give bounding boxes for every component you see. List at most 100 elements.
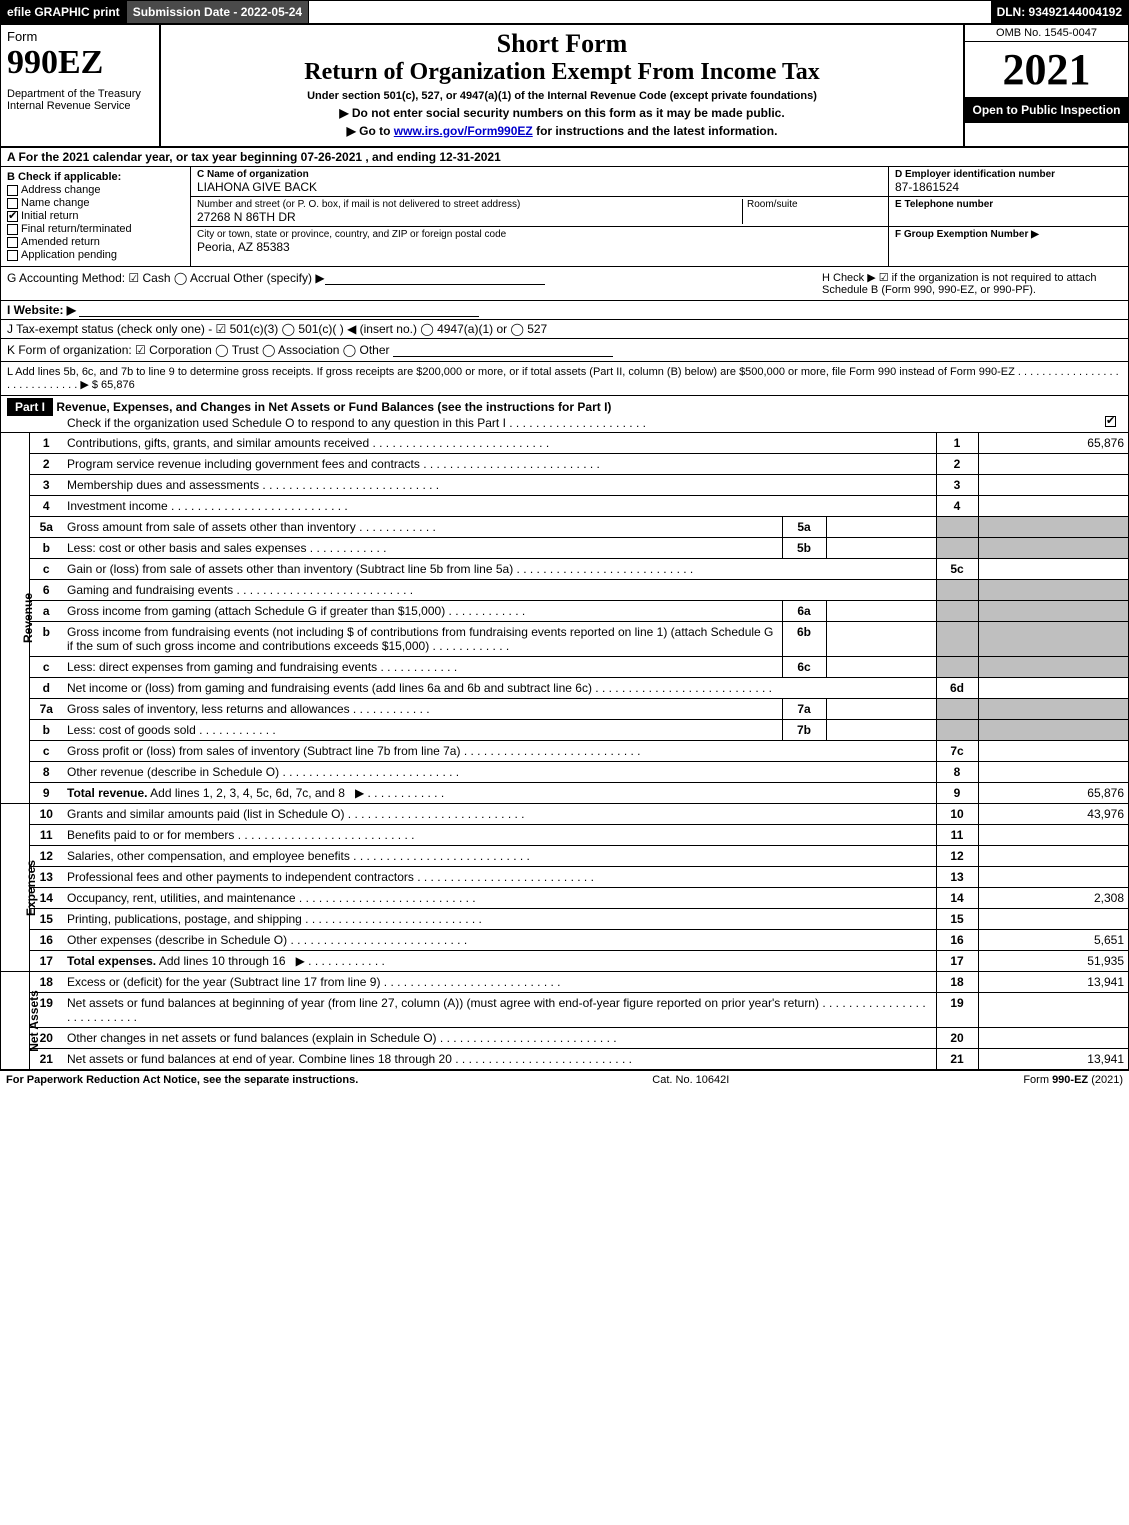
line-ref: 2	[936, 454, 978, 475]
room-label: Room/suite	[742, 199, 882, 224]
line-number: 9	[29, 783, 63, 804]
line-row: bGross income from fundraising events (n…	[1, 622, 1128, 657]
line-row: Expenses10Grants and similar amounts pai…	[1, 804, 1128, 825]
line-ref	[936, 601, 978, 622]
row-g-h: G Accounting Method: ☑ Cash ◯ Accrual Ot…	[1, 267, 1128, 301]
chk-final: Final return/terminated	[7, 223, 184, 235]
line-ref: 5c	[936, 559, 978, 580]
line-ref: 8	[936, 762, 978, 783]
line-desc: Less: cost or other basis and sales expe…	[63, 538, 782, 559]
line-number: d	[29, 678, 63, 699]
b-checkboxes: B Check if applicable: Address change Na…	[1, 167, 191, 266]
line-desc: Total expenses. Add lines 10 through 16 …	[63, 951, 936, 972]
line-row: 17Total expenses. Add lines 10 through 1…	[1, 951, 1128, 972]
revenue-table: Revenue1Contributions, gifts, grants, an…	[1, 433, 1128, 804]
section-b: B Check if applicable: Address change Na…	[1, 167, 1128, 267]
line-amount: 13,941	[978, 972, 1128, 993]
under-section: Under section 501(c), 527, or 4947(a)(1)…	[169, 90, 955, 102]
header-left: Form 990EZ Department of the Treasury In…	[1, 25, 161, 146]
mid-value	[826, 601, 936, 622]
other-specify-line[interactable]	[325, 271, 545, 285]
expenses-table: Expenses 10Grants and similar amounts pai…	[1, 804, 1128, 972]
k-text: K Form of organization: ☑ Corporation ◯ …	[7, 343, 390, 357]
mid-ref: 6a	[782, 601, 826, 622]
b-right: D Employer identification number 87-1861…	[888, 167, 1128, 266]
line-number: 3	[29, 475, 63, 496]
line-number: 4	[29, 496, 63, 517]
line-desc: Other revenue (describe in Schedule O)	[63, 762, 936, 783]
part-i-header: Part I Revenue, Expenses, and Changes in…	[1, 396, 1128, 433]
line-desc: Grants and similar amounts paid (list in…	[63, 804, 936, 825]
line-amount	[978, 867, 1128, 888]
line-desc: Benefits paid to or for members	[63, 825, 936, 846]
line-ref: 19	[936, 993, 978, 1028]
open-inspection: Open to Public Inspection	[965, 97, 1128, 123]
line-desc: Excess or (deficit) for the year (Subtra…	[63, 972, 936, 993]
line-ref: 10	[936, 804, 978, 825]
line-row: cGross profit or (loss) from sales of in…	[1, 741, 1128, 762]
line-row: Net Assets18Excess or (deficit) for the …	[1, 972, 1128, 993]
header-center: Short Form Return of Organization Exempt…	[161, 25, 963, 146]
short-form-title: Short Form	[169, 29, 955, 59]
line-row: 11Benefits paid to or for members11	[1, 825, 1128, 846]
return-title: Return of Organization Exempt From Incom…	[169, 59, 955, 86]
line-ref: 9	[936, 783, 978, 804]
line-amount: 65,876	[978, 783, 1128, 804]
website-line[interactable]	[79, 303, 479, 317]
row-i: I Website: ▶	[1, 301, 1128, 320]
line-row: 2Program service revenue including gover…	[1, 454, 1128, 475]
mid-ref: 7a	[782, 699, 826, 720]
efile-label: efile GRAPHIC print	[1, 1, 127, 23]
line-row: 4Investment income4	[1, 496, 1128, 517]
part-i-check[interactable]	[1105, 416, 1116, 427]
line-amount	[978, 580, 1128, 601]
dln: DLN: 93492144004192	[991, 1, 1128, 23]
line-row: bLess: cost of goods sold7b	[1, 720, 1128, 741]
line-amount	[978, 454, 1128, 475]
line-row: cLess: direct expenses from gaming and f…	[1, 657, 1128, 678]
omb-number: OMB No. 1545-0047	[965, 25, 1128, 42]
b-middle: C Name of organization LIAHONA GIVE BACK…	[191, 167, 888, 266]
irs-link[interactable]: www.irs.gov/Form990EZ	[394, 124, 533, 138]
line-number: c	[29, 559, 63, 580]
chk-pending: Application pending	[7, 249, 184, 261]
h-check: H Check ▶ ☑ if the organization is not r…	[822, 271, 1122, 296]
line-amount: 51,935	[978, 951, 1128, 972]
line-amount: 2,308	[978, 888, 1128, 909]
line-row: dNet income or (loss) from gaming and fu…	[1, 678, 1128, 699]
mid-value	[826, 699, 936, 720]
goto-post: for instructions and the latest informat…	[533, 124, 778, 138]
line-ref	[936, 720, 978, 741]
line-row: 3Membership dues and assessments3	[1, 475, 1128, 496]
line-ref: 16	[936, 930, 978, 951]
chk-name: Name change	[7, 197, 184, 209]
line-desc: Gross sales of inventory, less returns a…	[63, 699, 782, 720]
line-amount	[978, 846, 1128, 867]
line-number: 17	[29, 951, 63, 972]
line-number: c	[29, 657, 63, 678]
line-row: 12Salaries, other compensation, and empl…	[1, 846, 1128, 867]
line-number: 11	[29, 825, 63, 846]
line-desc: Total revenue. Add lines 1, 2, 3, 4, 5c,…	[63, 783, 936, 804]
line-amount	[978, 762, 1128, 783]
b-title: B Check if applicable:	[7, 171, 184, 183]
phone-value	[895, 210, 1122, 224]
line-amount	[978, 825, 1128, 846]
tax-year: 2021	[965, 42, 1128, 97]
line-row: Revenue1Contributions, gifts, grants, an…	[1, 433, 1128, 454]
line-amount	[978, 601, 1128, 622]
city-label: City or town, state or province, country…	[197, 229, 882, 240]
part-i-label: Part I	[7, 398, 53, 416]
line-ref: 18	[936, 972, 978, 993]
line-desc: Professional fees and other payments to …	[63, 867, 936, 888]
side-label: Expenses	[24, 859, 38, 915]
line-desc: Net income or (loss) from gaming and fun…	[63, 678, 936, 699]
line-amount	[978, 699, 1128, 720]
addr-value: 27268 N 86TH DR	[197, 210, 742, 224]
k-other-line[interactable]	[393, 343, 613, 357]
line-amount: 43,976	[978, 804, 1128, 825]
e-label: E Telephone number	[895, 199, 1122, 210]
line-number: c	[29, 741, 63, 762]
line-ref	[936, 580, 978, 601]
side-label-cell: Net Assets	[1, 972, 29, 1070]
